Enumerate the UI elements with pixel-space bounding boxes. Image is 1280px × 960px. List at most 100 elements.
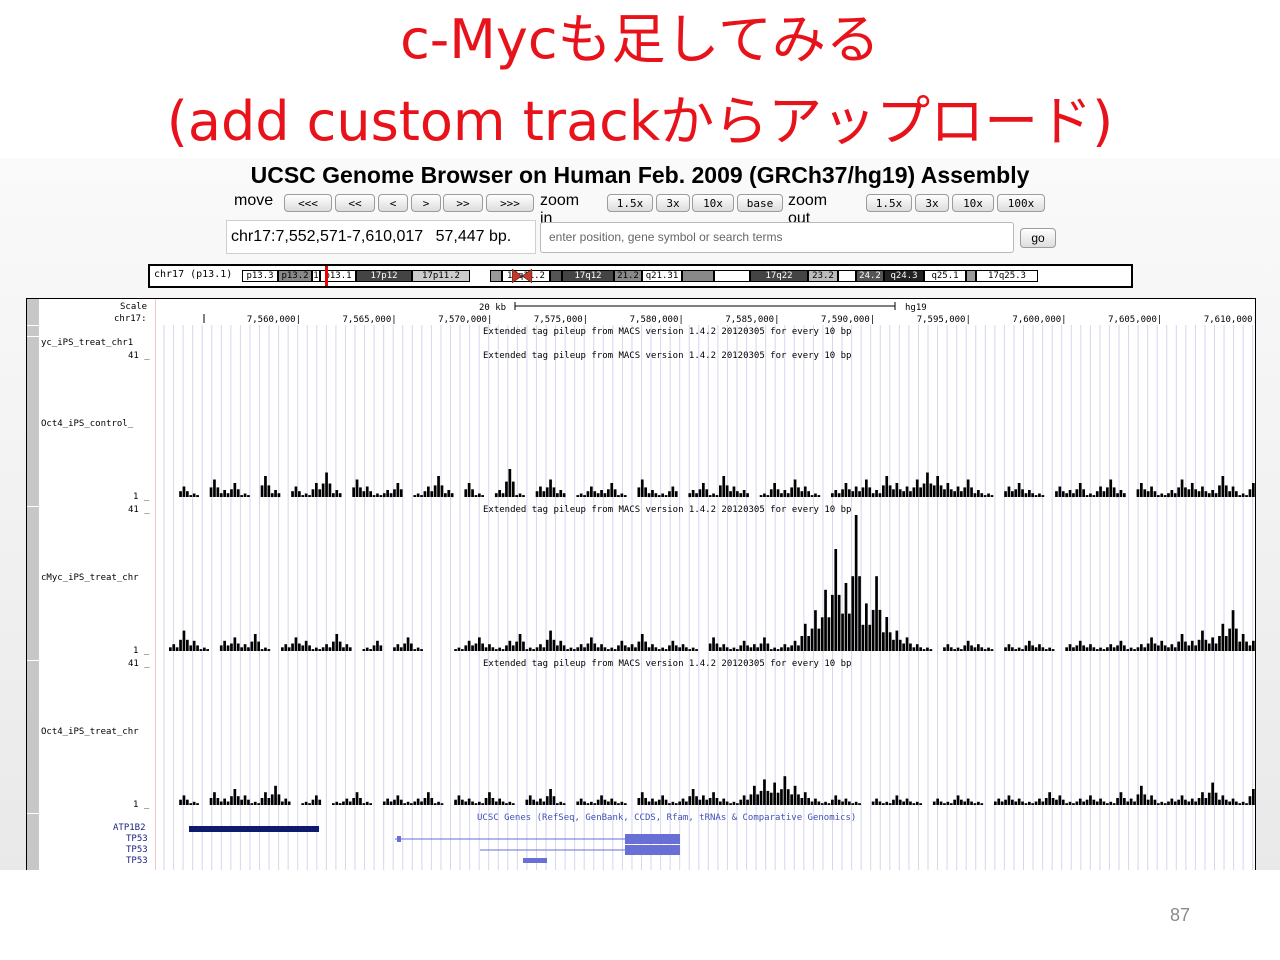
- coverage-bar: [1119, 792, 1123, 805]
- coverage-bar: [1157, 495, 1160, 497]
- move-step-right-button[interactable]: >: [411, 194, 441, 212]
- move-far-right-button[interactable]: >>>: [486, 194, 534, 212]
- coverage-bar: [800, 636, 804, 651]
- coverage-bar: [603, 647, 607, 651]
- coverage-bar: [508, 801, 512, 805]
- zoom-out-10x-button[interactable]: 10x: [952, 194, 994, 212]
- oct4-control-handle[interactable]: [27, 337, 39, 507]
- track1-name[interactable]: yc_iPS_treat_chr1: [41, 338, 134, 348]
- ideogram-band: 23.2: [808, 270, 838, 282]
- coverage-bar: [898, 799, 902, 805]
- ruler-position-label: 7,580,000|: [630, 315, 684, 325]
- oct4-treat-handle[interactable]: [27, 661, 39, 814]
- coverage-bar: [817, 628, 821, 651]
- zoom-out-1.5x-button[interactable]: 1.5x: [866, 194, 912, 212]
- coverage-bar: [892, 799, 895, 805]
- coverage-bar: [1146, 643, 1150, 651]
- scale-track-handle[interactable]: [27, 299, 39, 326]
- coverage-bar: [223, 490, 226, 497]
- oct4-control-name[interactable]: Oct4_iPS_control_: [41, 419, 134, 429]
- coverage-bar: [481, 495, 484, 497]
- move-left-button[interactable]: <<: [335, 194, 375, 212]
- coverage-bar: [610, 483, 614, 497]
- move-right-button[interactable]: >>: [443, 194, 483, 212]
- coverage-bar: [226, 493, 230, 498]
- coverage-bar: [1207, 643, 1211, 651]
- chrom-label: chr17:: [114, 314, 147, 324]
- coverage-bar: [790, 645, 793, 651]
- coverage-bar: [1180, 634, 1184, 651]
- track1-description: Extended tag pileup from MACS version 1.…: [483, 327, 851, 337]
- move-far-left-button[interactable]: <<<: [284, 194, 332, 212]
- oct4-control-min: 1 _: [133, 492, 150, 502]
- coverage-bar: [253, 634, 257, 651]
- coverage-bar: [912, 803, 916, 805]
- coverage-bar: [359, 798, 362, 805]
- coverage-bar: [834, 549, 838, 651]
- coverage-bar: [793, 785, 797, 805]
- gene-label-tp53[interactable]: TP53: [126, 856, 148, 866]
- track-display[interactable]: Scale chr17: yc_iPS_treat_chr1 41 _ Oct4…: [26, 298, 1256, 870]
- coverage-bar: [858, 576, 861, 651]
- coverage-bar: [488, 792, 491, 805]
- move-step-left-button[interactable]: <: [378, 194, 408, 212]
- coverage-bar: [1109, 479, 1113, 497]
- coverage-bar: [1078, 798, 1082, 805]
- go-button[interactable]: go: [1020, 228, 1056, 248]
- cmyc-treat-name[interactable]: cMyc_iPS_treat_chr: [41, 573, 139, 583]
- coverage-bar: [753, 644, 756, 651]
- oct4-treat-name[interactable]: Oct4_iPS_treat_chr: [41, 727, 139, 737]
- coverage-bar: [1190, 640, 1194, 651]
- zoom-out-100x-button[interactable]: 100x: [997, 194, 1045, 212]
- coverage-bar: [946, 483, 950, 497]
- cmyc-treat-handle[interactable]: [27, 507, 39, 661]
- coverage-bar: [902, 491, 905, 497]
- search-input[interactable]: enter position, gene symbol or search te…: [540, 222, 1014, 253]
- coverage-bar: [1055, 491, 1058, 497]
- coverage-bar: [708, 798, 712, 805]
- genes-track-handle[interactable]: [27, 814, 39, 870]
- coverage-bar: [814, 798, 817, 805]
- coverage-bar: [729, 803, 732, 805]
- gene-label-atp1b2[interactable]: ATP1B2: [113, 823, 146, 833]
- gene-label-tp53[interactable]: TP53: [126, 845, 148, 855]
- coverage-bar: [247, 495, 250, 497]
- coverage-bar: [1011, 799, 1014, 805]
- coverage-bar: [736, 803, 739, 805]
- chromosome-ideogram[interactable]: chr17 (p13.1) p13.3 p13.2 1 p13.1 17p12 17p11…: [148, 264, 1133, 288]
- cmyc-treat-min: 1 _: [133, 646, 150, 656]
- gene-atp1b2[interactable]: [189, 826, 319, 832]
- coverage-bar: [1153, 799, 1157, 805]
- coverage-bar: [885, 801, 889, 805]
- zoom-out-3x-button[interactable]: 3x: [915, 194, 949, 212]
- coverage-bar: [545, 639, 549, 651]
- zoom-in-3x-button[interactable]: 3x: [656, 194, 690, 212]
- coverage-bar: [895, 630, 899, 651]
- coverage-bar: [1058, 486, 1062, 497]
- coverage-bar: [1235, 491, 1238, 497]
- gene-tp53-3[interactable]: [523, 858, 547, 863]
- coverage-bar: [223, 798, 226, 805]
- coverage-bar: [450, 493, 454, 498]
- coverage-bar: [243, 795, 247, 805]
- coverage-bar: [905, 486, 909, 497]
- coverage-bar: [219, 645, 223, 651]
- coverage-bar: [508, 640, 512, 651]
- zoom-base-button[interactable]: base: [737, 194, 783, 212]
- coverage-bar: [708, 495, 712, 497]
- coverage-bar: [393, 489, 396, 497]
- coverage-bar: [294, 486, 298, 497]
- coverage-bar: [219, 493, 223, 498]
- coverage-bar: [1024, 645, 1028, 651]
- zoom-in-1.5x-button[interactable]: 1.5x: [607, 194, 653, 212]
- gene-label-tp53[interactable]: TP53: [126, 834, 148, 844]
- ruler-position-label: 7,570,000|: [438, 315, 492, 325]
- coverage-bar: [393, 647, 396, 651]
- coverage-bar: [1140, 644, 1143, 651]
- ruler-position-label: 7,560,000|: [247, 315, 301, 325]
- coverage-bar: [1028, 640, 1031, 651]
- track1-handle[interactable]: [27, 326, 39, 337]
- assembly-label: hg19: [905, 303, 927, 313]
- zoom-in-10x-button[interactable]: 10x: [692, 194, 734, 212]
- coverage-bar: [233, 789, 237, 805]
